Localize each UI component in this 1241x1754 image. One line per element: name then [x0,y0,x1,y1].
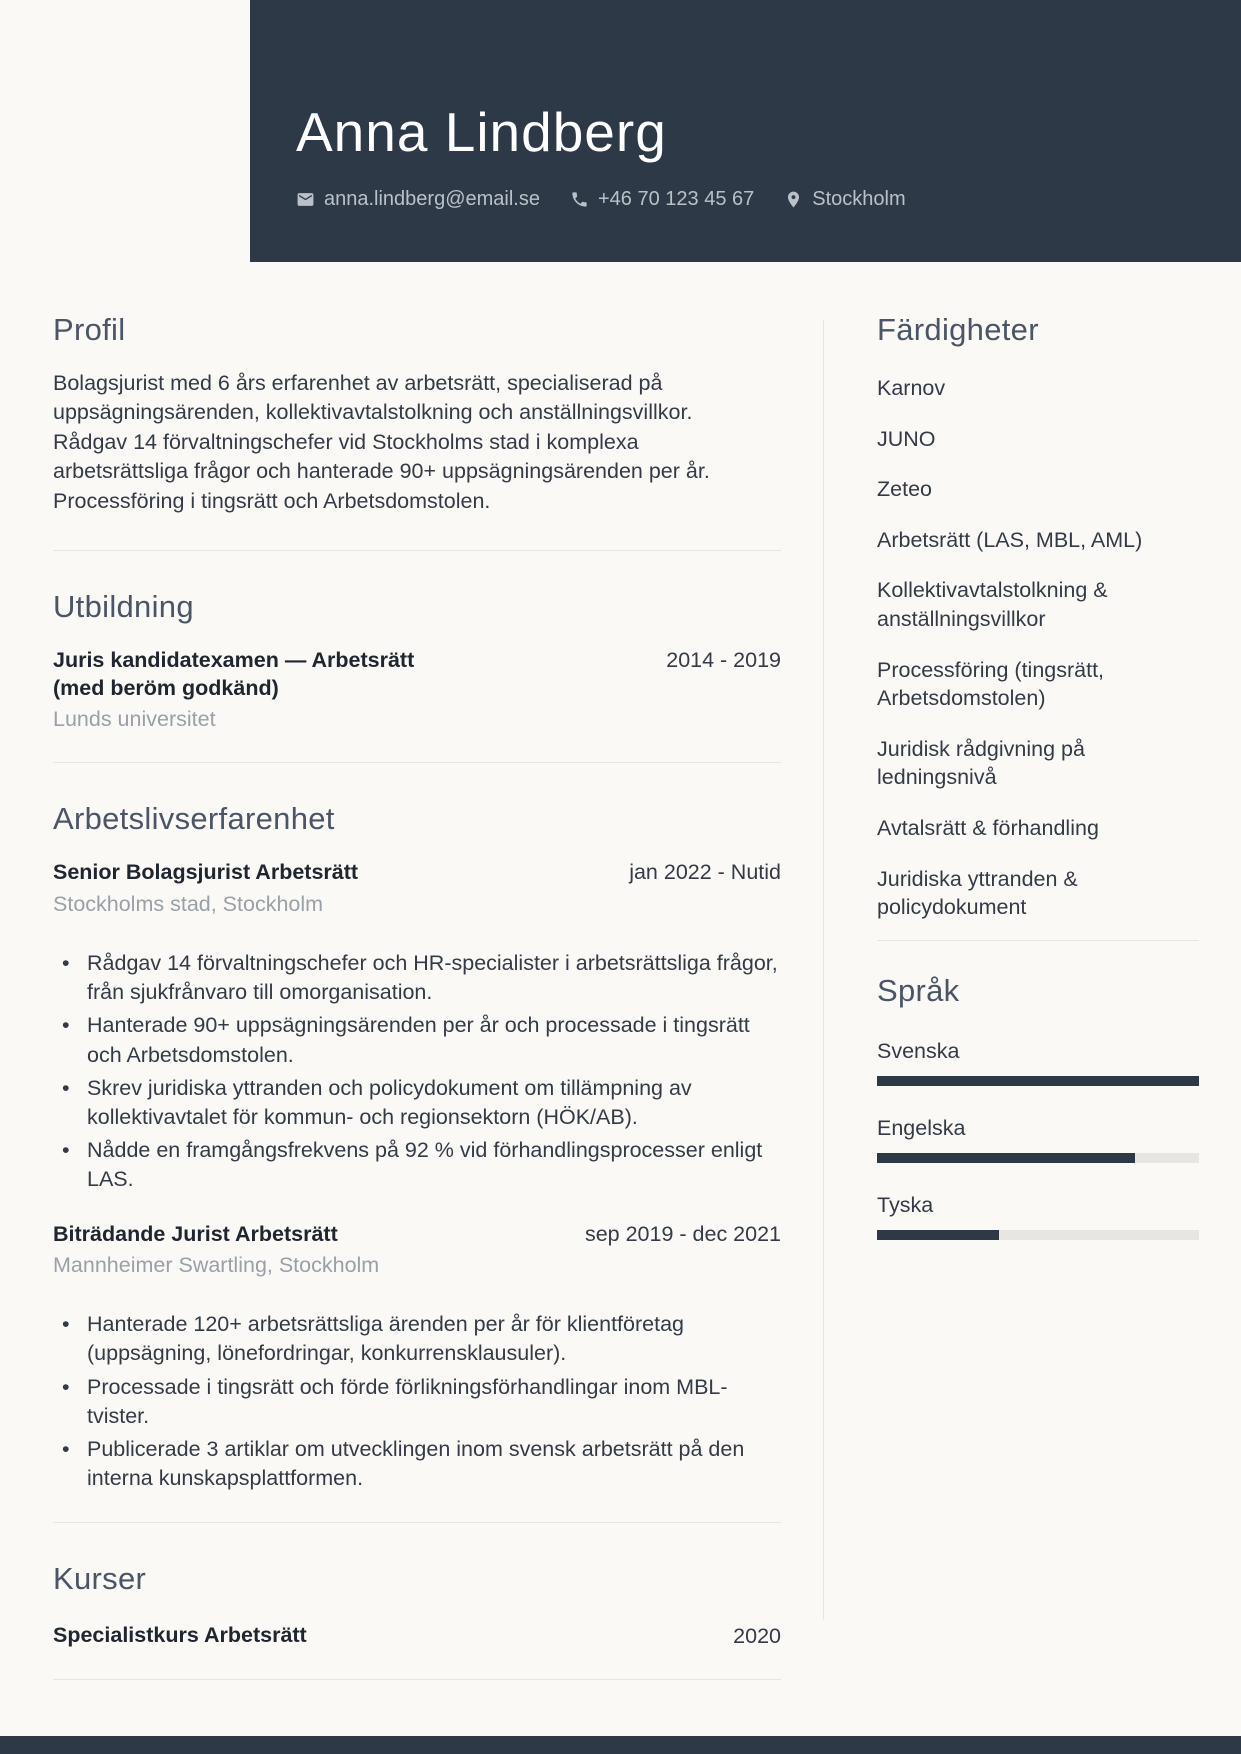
experience-heading: Arbetslivserfarenhet [53,801,335,837]
education-dates: 2014 - 2019 [666,648,781,673]
job-bullet: Publicerade 3 artiklar om utvecklingen i… [53,1435,781,1493]
main-column: Profil Bolagsjurist med 6 års erfarenhet… [53,262,781,1680]
contact-row: anna.lindberg@email.se +46 70 123 45 67 … [296,188,906,211]
language-name: Svenska [877,1038,960,1063]
skill-item: Arbetsrätt (LAS, MBL, AML) [877,527,1143,552]
skill-list: Karnov JUNO Zeteo Arbetsrätt (LAS, MBL, … [877,374,1199,922]
language-item: Engelska [877,1116,1199,1163]
job-dates: jan 2022 - Nutid [629,860,781,885]
company-name: Stockholms stad, Stockholm [53,891,324,916]
divider [53,1678,781,1680]
job-bullet: Skrev juridiska yttranden och policydoku… [53,1074,781,1132]
section-profile: Profil Bolagsjurist med 6 års erfarenhet… [53,312,781,516]
languages-heading: Språk [877,972,960,1008]
language-item: Svenska [877,1039,1199,1086]
course-name: Specialistkurs Arbetsrätt [53,1622,307,1647]
education-heading: Utbildning [53,589,194,625]
language-level-bar [877,1229,1199,1240]
divider [53,1521,781,1523]
job-bullet: Processade i tingsrätt och förde förlikn… [53,1373,781,1431]
divider [53,550,781,552]
profile-heading: Profil [53,312,126,347]
language-level-bar [877,1075,1199,1086]
courses-heading: Kurser [53,1560,147,1596]
section-experience: Arbetslivserfarenhet Senior Bolagsjurist… [53,801,781,1493]
skills-heading: Färdigheter [877,312,1039,347]
skill-item: Juridiska yttranden & policydokument [877,866,1078,920]
language-name: Tyska [877,1192,934,1217]
skill-item: Kollektivavtalstolkning & anställningsvi… [877,578,1108,631]
email-icon [296,190,315,209]
job-bullet: Hanterade 90+ uppsägningsärenden per år … [53,1011,781,1069]
job-title: Biträdande Jurist Arbetsrätt [53,1221,338,1246]
school-name: Lunds universitet [53,707,216,732]
skill-item: Avtalsrätt & förhandling [877,815,1099,840]
name-title: Anna Lindberg [296,101,667,163]
job-bullet: Hanterade 120+ arbetsrättsliga ärenden p… [53,1310,781,1368]
job-title: Senior Bolagsjurist Arbetsrätt [53,860,359,885]
job-bullet-list: Rådgav 14 förvaltningschefer och HR-spec… [53,949,781,1195]
language-level-bar [877,1152,1199,1163]
contact-email: anna.lindberg@email.se [296,188,540,211]
section-skills: Färdigheter Karnov JUNO Zeteo Arbetsrätt… [877,312,1199,922]
job-bullet-list: Hanterade 120+ arbetsrättsliga ärenden p… [53,1310,781,1493]
phone-text: +46 70 123 45 67 [598,188,755,210]
skill-item: Juridisk rådgivning på ledningsnivå [877,736,1085,790]
column-divider [823,320,824,1620]
contact-location: Stockholm [784,188,906,211]
course-entry: Specialistkurs Arbetsrätt 2020 [53,1623,781,1649]
degree-line-1: Juris kandidatexamen — Arbetsrätt [53,648,415,673]
course-dates: 2020 [733,1623,781,1648]
location-pin-icon [784,190,803,209]
language-level-fill [877,1075,1199,1086]
language-item: Tyska [877,1193,1199,1240]
experience-entry: Biträdande Jurist Arbetsrätt sep 2019 - … [53,1221,781,1494]
degree-title: Juris kandidatexamen — Arbetsrätt (med b… [53,647,414,702]
skill-item: Zeteo [877,477,932,502]
language-name: Engelska [877,1115,966,1140]
header: Anna Lindberg anna.lindberg@email.se +46… [250,0,1241,262]
section-education: Utbildning Juris kandidatexamen — Arbets… [53,589,781,732]
job-bullet: Nådde en framgångsfrekvens på 92 % vid f… [53,1136,781,1194]
education-entry: Juris kandidatexamen — Arbetsrätt (med b… [53,647,781,732]
section-courses: Kurser Specialistkurs Arbetsrätt 2020 [53,1561,781,1649]
contact-phone: +46 70 123 45 67 [570,188,754,211]
skill-item: JUNO [877,426,936,451]
profile-text: Bolagsjurist med 6 års erfarenhet av arb… [53,371,710,513]
footer-bar [0,1736,1241,1754]
language-level-fill [877,1152,1135,1163]
degree-line-2: (med beröm godkänd) [53,675,279,700]
job-bullet: Rådgav 14 förvaltningschefer och HR-spec… [53,949,781,1007]
sidebar-column: Färdigheter Karnov JUNO Zeteo Arbetsrätt… [877,262,1199,1240]
job-dates: sep 2019 - dec 2021 [584,1221,781,1246]
section-languages: Språk Svenska Engelska Tyska [877,973,1199,1240]
divider [877,939,1199,941]
language-level-fill [877,1229,1000,1240]
location-text: Stockholm [812,188,906,210]
email-text: anna.lindberg@email.se [324,188,540,210]
phone-icon [570,190,589,209]
company-name: Mannheimer Swartling, Stockholm [53,1253,380,1278]
skill-item: Karnov [877,376,946,400]
divider [53,762,781,764]
experience-entry: Senior Bolagsjurist Arbetsrätt jan 2022 … [53,859,781,1194]
skill-item: Processföring (tingsrätt, Arbetsdomstole… [877,657,1105,711]
